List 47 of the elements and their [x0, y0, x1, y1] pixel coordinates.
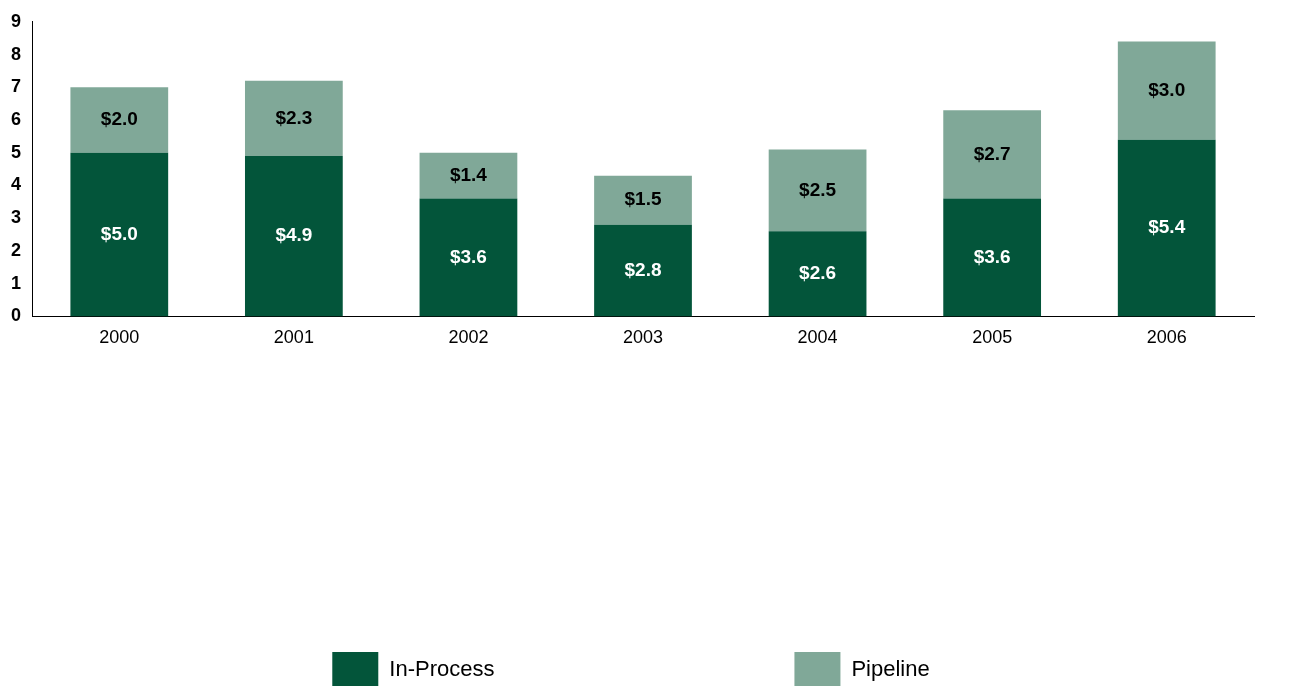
bar — [594, 175, 692, 225]
bar — [768, 149, 867, 232]
legend-label: Pipeline — [851, 656, 930, 682]
data-label: $5.4 — [1148, 216, 1186, 238]
data-label: $2.7 — [973, 142, 1011, 164]
bar — [70, 152, 169, 317]
bar — [594, 224, 692, 317]
x-tick-label: 2004 — [797, 327, 838, 348]
x-tick-label: 2000 — [99, 327, 140, 348]
y-tick-label: 3 — [11, 207, 22, 228]
bar — [943, 110, 1042, 199]
x-tick-label: 2001 — [273, 327, 314, 348]
bar — [244, 80, 343, 157]
y-tick-label: 4 — [11, 174, 22, 195]
bar — [768, 231, 867, 317]
data-label: $3.6 — [449, 245, 487, 267]
bar — [1117, 41, 1216, 140]
data-label: $2.6 — [799, 262, 837, 284]
x-tick-label: 2002 — [448, 327, 489, 348]
data-label: $2.0 — [100, 108, 138, 130]
data-label: $1.5 — [624, 188, 662, 210]
y-tick-label: 2 — [11, 239, 22, 260]
data-label: $3.0 — [1148, 78, 1186, 100]
bar — [244, 156, 343, 317]
data-label: $5.0 — [100, 222, 138, 244]
y-tick-label: 1 — [11, 272, 22, 293]
y-tick-label: 6 — [11, 108, 22, 129]
data-label: $3.6 — [973, 245, 1011, 267]
bar — [1117, 139, 1216, 317]
bar — [419, 152, 518, 199]
data-label: $2.8 — [624, 258, 662, 280]
bar — [70, 87, 169, 153]
y-tick-label: 8 — [11, 43, 22, 64]
data-label: $2.3 — [275, 106, 313, 128]
data-label: $1.4 — [449, 163, 488, 185]
bar — [419, 198, 518, 317]
y-tick-label: 7 — [11, 76, 22, 97]
y-tick-label: 0 — [11, 305, 22, 326]
x-tick-label: 2003 — [622, 327, 664, 348]
bar — [943, 198, 1042, 317]
data-label: $4.9 — [275, 224, 313, 246]
legend-label: In-Process — [389, 656, 495, 682]
y-tick-label: 9 — [11, 10, 22, 31]
data-label: $2.5 — [799, 178, 837, 200]
y-tick-label: 5 — [11, 141, 22, 162]
x-tick-label: 2005 — [972, 327, 1013, 348]
x-tick-label: 2006 — [1146, 327, 1187, 348]
